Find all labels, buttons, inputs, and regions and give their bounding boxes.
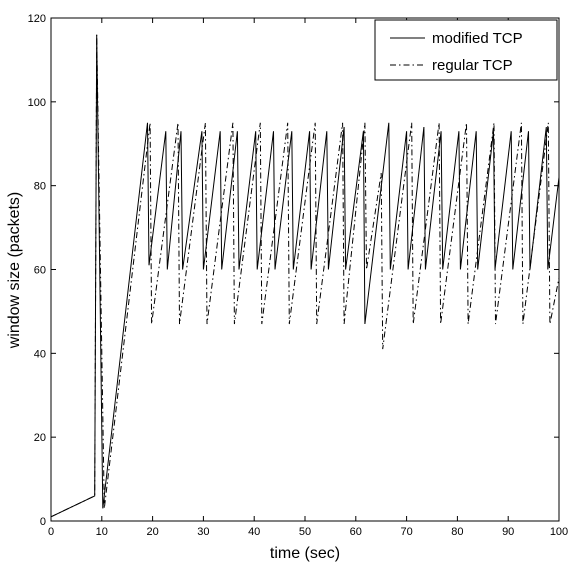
x-tick-label-9: 90 (502, 526, 514, 538)
series-line-regular-tcp (50, 34, 560, 518)
y-tick-label-3: 60 (34, 265, 46, 277)
x-tick-label-2: 20 (146, 526, 158, 538)
y-tick-label-5: 100 (28, 97, 46, 109)
x-tick-label-8: 80 (451, 526, 463, 538)
y-tick-label-2: 40 (34, 348, 46, 360)
y-axis-title: window size (packets) (6, 192, 23, 350)
legend-label-modified-tcp: modified TCP (432, 30, 523, 47)
x-tick-label-10: 100 (550, 526, 568, 538)
y-tick-label-4: 80 (34, 181, 46, 193)
legend-box (374, 19, 558, 81)
x-tick-label-4: 40 (248, 526, 260, 538)
y-tick-label-6: 120 (28, 13, 46, 25)
y-tick-label-1: 20 (34, 432, 46, 444)
plot-area (50, 17, 560, 522)
x-axis-title: time (sec) (270, 545, 340, 562)
axis-ticks: 0 10 20 30 40 50 60 70 80 90 100 0 20 40 60 80 100 120 (28, 13, 568, 538)
x-tick-label-0: 0 (48, 526, 54, 538)
legend: modified TCP regular TCP (374, 19, 558, 81)
series-layer (50, 34, 560, 518)
x-tick-label-3: 30 (197, 526, 209, 538)
series-line-modified-tcp (50, 34, 560, 518)
y-tick-label-0: 0 (40, 516, 46, 528)
x-tick-label-5: 50 (299, 526, 311, 538)
x-tick-label-6: 60 (350, 526, 362, 538)
x-tick-label-1: 10 (96, 526, 108, 538)
x-tick-label-7: 70 (400, 526, 412, 538)
legend-label-regular-tcp: regular TCP (432, 57, 513, 74)
